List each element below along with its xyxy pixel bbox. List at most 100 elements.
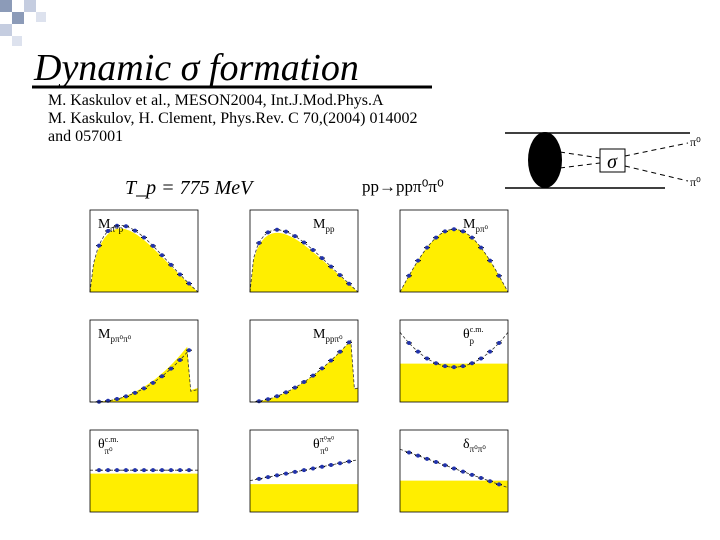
plot-frame [249,319,359,403]
data-point [497,273,501,278]
data-point [497,340,501,345]
data-point [142,468,146,473]
data-point [329,358,333,363]
corner-decoration [0,0,46,46]
data-point [452,227,456,232]
data-point [106,468,110,473]
data-point [407,340,411,345]
data-point [142,235,146,240]
data-point [347,340,351,345]
data-point [178,468,182,473]
data-point [434,361,438,366]
diagram-label: π⁰ [690,135,701,149]
panel-label-main: M [313,327,326,342]
data-point [284,229,288,234]
data-point [275,227,279,232]
data-point [425,356,429,361]
data-point [97,243,101,248]
panel-label-sup: c.m. [470,325,484,334]
data-point [124,224,128,229]
panel-label-sub: π⁰π⁰ [470,444,487,454]
panel-label-main: M [98,327,111,342]
panel-label: θπ⁰π⁰ π⁰ [313,435,334,456]
panel-label-main: θ [463,327,470,342]
data-point [160,374,164,379]
model-area [400,480,508,512]
data-point [160,253,164,258]
diagram-label: π⁰ [690,175,701,189]
model-area [90,228,198,292]
data-point [151,468,155,473]
data-point [443,229,447,234]
data-point [407,450,411,455]
energy-label: T_p = 775 MeV [125,177,255,199]
panel-label-sub: pπ⁰π⁰ [110,334,131,344]
data-point [106,228,110,233]
data-point [293,234,297,239]
panel-label: Mpp [313,217,335,234]
panel-label-sup: π⁰π⁰ [320,435,335,444]
data-point [133,468,137,473]
data-point [416,258,420,263]
data-point [266,230,270,235]
panel-label-sub: pπ⁰ [475,224,488,234]
data-point [434,235,438,240]
panel-label-main: M [463,217,476,232]
data-point [266,475,270,480]
panel-label-main: M [313,217,326,232]
data-point [275,473,279,478]
data-point [461,229,465,234]
panel-label: Mpπ⁰π⁰ [98,327,132,344]
data-point [320,366,324,371]
model-curve [399,332,509,368]
data-point [142,386,146,391]
data-point [452,466,456,471]
data-point [133,390,137,395]
data-point [115,223,119,228]
data-point [178,272,182,277]
data-point [329,462,333,467]
data-point [347,281,351,286]
data-point [257,241,261,246]
plot-panel: Mppπ⁰ [249,319,359,404]
data-point [311,373,315,378]
panel-label-sub: pp [325,224,335,234]
data-point [133,228,137,233]
model-area [90,346,198,402]
data-point [425,245,429,250]
reference: M. Kaskulov, H. Clement, Phys.Rev. C 70,… [48,110,417,127]
data-point [461,364,465,369]
data-point [479,476,483,481]
plot-frame [399,429,509,513]
data-point [257,399,261,404]
data-point [416,453,420,458]
data-point [187,468,191,473]
data-point [329,264,333,269]
diagram: σ π⁰ π⁰ [505,132,701,189]
plot-panel: Mpπ⁰ [399,209,509,293]
plot-panel: θπ⁰π⁰ π⁰ [249,429,359,513]
plot-frame [89,209,199,293]
data-point [169,366,173,371]
model-area [400,229,508,292]
title: Dynamic σ formation [33,47,359,89]
data-point [443,463,447,468]
model-area [400,363,508,402]
plot-frame [249,429,359,513]
data-point [151,243,155,248]
data-point [425,456,429,461]
panel-label-main: M [98,217,111,232]
data-point [97,468,101,473]
data-point [257,476,261,481]
data-point [407,273,411,278]
data-point [497,482,501,487]
data-point [338,273,342,278]
plot-panel: Mπ⁰p [89,209,199,293]
plot-panel: Mpp [249,209,359,293]
panel-label-main: θ [313,437,320,452]
panel-label-sub: ppπ⁰ [325,334,343,344]
panel-label-sup: c.m. [105,435,119,444]
reference: and 057001 [48,128,123,145]
data-point [124,468,128,473]
data-point [461,469,465,474]
